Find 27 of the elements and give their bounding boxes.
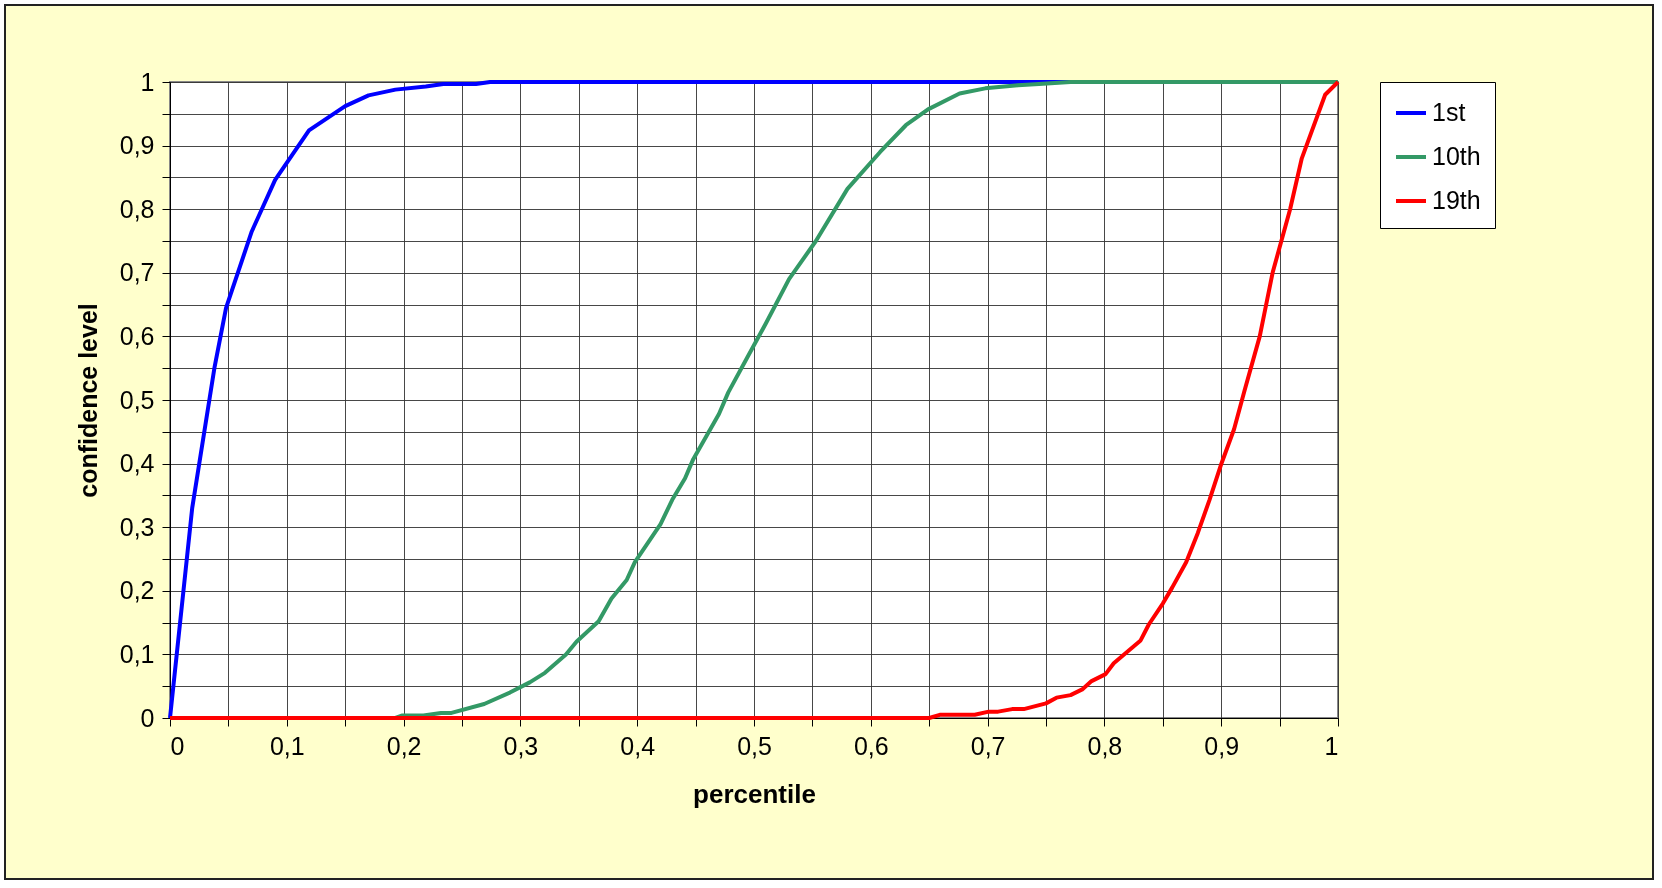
x-tick-label: 0,1 (269, 731, 305, 760)
y-axis-title: confidence level (73, 303, 102, 498)
legend-label: 19th (1432, 186, 1481, 214)
y-tick-label: 0,6 (119, 321, 155, 350)
y-tick-label: 0,7 (119, 258, 155, 287)
legend-label: 1st (1432, 98, 1466, 126)
y-tick-label: 0,5 (119, 385, 155, 414)
y-tick-label: 0,4 (119, 449, 155, 478)
x-tick-label: 0,2 (386, 731, 422, 760)
y-tick-label: 0,8 (119, 194, 155, 223)
y-tick-label: 0,9 (119, 131, 155, 160)
x-tick-label: 0 (170, 731, 185, 760)
y-tick-label: 0,2 (119, 576, 155, 605)
y-tick-label: 0 (140, 703, 155, 732)
y-tick-label: 1 (140, 67, 155, 96)
y-tick-label: 0,3 (119, 512, 155, 541)
x-tick-label: 1 (1324, 731, 1339, 760)
x-tick-label: 0,6 (853, 731, 889, 760)
x-tick-label: 0,9 (1204, 731, 1240, 760)
x-axis-title: percentile (693, 778, 816, 809)
x-tick-label: 0,5 (737, 731, 772, 760)
x-tick-label: 0,8 (1087, 731, 1123, 760)
x-tick-label: 0,4 (620, 731, 656, 760)
x-tick-label: 0,3 (503, 731, 539, 760)
y-tick-label: 0,1 (119, 639, 155, 668)
legend-label: 10th (1432, 142, 1481, 170)
x-tick-label: 0,7 (970, 731, 1006, 760)
